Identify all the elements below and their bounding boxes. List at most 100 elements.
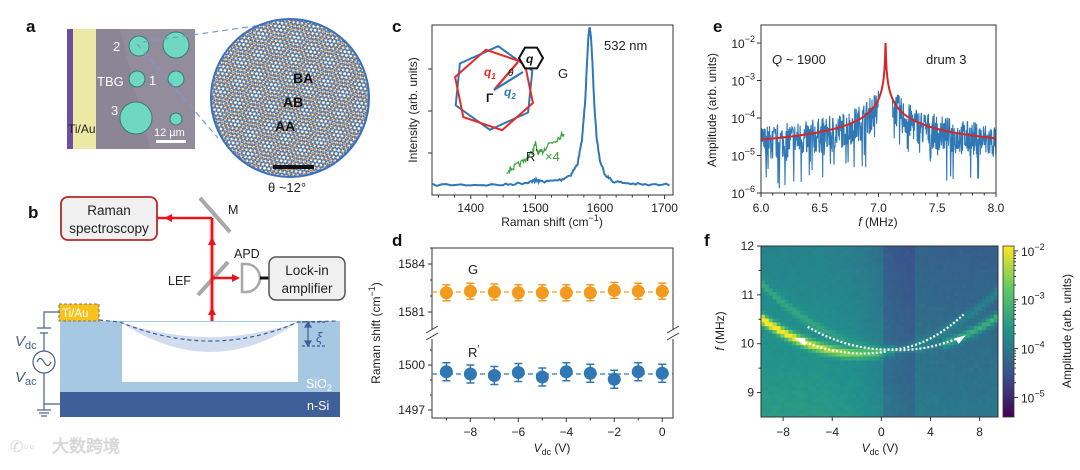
- atom: [241, 107, 244, 111]
- atom: [321, 115, 324, 118]
- atom: [305, 29, 308, 32]
- atom: [294, 161, 297, 164]
- atom: [223, 60, 226, 63]
- atom: [224, 64, 228, 67]
- atom: [350, 121, 353, 124]
- atom: [255, 92, 258, 95]
- atom: [241, 119, 244, 122]
- atom: [238, 142, 241, 145]
- atom: [252, 44, 255, 47]
- atom: [304, 102, 307, 105]
- atom: [252, 84, 256, 87]
- atom: [259, 146, 262, 149]
- atom: [269, 65, 272, 68]
- atom: [288, 77, 291, 80]
- atom: [261, 35, 264, 38]
- atom: [251, 40, 254, 43]
- atom: [240, 53, 243, 56]
- atom: [282, 34, 285, 38]
- atom: [325, 96, 328, 99]
- atom: [235, 87, 238, 91]
- atom: [276, 45, 279, 49]
- atom: [255, 101, 258, 104]
- atom: [273, 26, 276, 29]
- atom: [259, 106, 262, 109]
- atom: [240, 64, 243, 67]
- atom: [223, 131, 226, 134]
- atom: [323, 125, 326, 128]
- atom: [306, 104, 309, 107]
- atom: [237, 95, 240, 99]
- atom: [295, 88, 298, 91]
- atom: [253, 141, 256, 144]
- atom: [297, 45, 300, 48]
- atom: [245, 91, 248, 94]
- atom: [317, 65, 320, 68]
- atom: [261, 136, 264, 140]
- atom: [221, 78, 225, 82]
- atom: [338, 87, 341, 90]
- atom: [244, 93, 247, 96]
- atom: [316, 37, 319, 40]
- atom: [270, 32, 273, 35]
- atom: [246, 106, 249, 109]
- atom: [326, 93, 329, 96]
- atom: [246, 73, 249, 76]
- atom: [309, 52, 312, 56]
- atom: [220, 103, 224, 106]
- atom: [281, 143, 284, 146]
- atom: [256, 67, 259, 70]
- atom: [248, 154, 251, 157]
- atom: [274, 145, 277, 148]
- drum: [162, 31, 190, 59]
- atom: [338, 76, 341, 79]
- drum-3: [119, 101, 153, 135]
- atom: [324, 100, 327, 103]
- atom: [313, 124, 316, 127]
- atom: [324, 80, 327, 84]
- atom: [347, 126, 350, 129]
- atom: [257, 144, 260, 147]
- atom: [262, 41, 265, 44]
- atom: [322, 110, 325, 113]
- atom: [324, 69, 327, 72]
- atom: [260, 68, 263, 71]
- atom: [250, 107, 253, 110]
- atom: [285, 51, 288, 54]
- atom: [280, 157, 283, 160]
- atom: [298, 153, 301, 156]
- atom: [327, 75, 330, 78]
- atom: [305, 111, 308, 114]
- atom: [310, 127, 313, 130]
- atom: [229, 114, 232, 117]
- atom: [307, 170, 310, 173]
- atom: [338, 136, 341, 139]
- atom: [289, 65, 292, 69]
- atom: [225, 93, 228, 96]
- atom: [331, 76, 335, 79]
- atom: [323, 54, 326, 57]
- atom: [290, 138, 294, 141]
- atom: [318, 27, 321, 30]
- atom: [299, 128, 302, 132]
- atom: [316, 147, 319, 150]
- atom: [300, 51, 303, 54]
- atom: [230, 109, 233, 112]
- atom: [278, 135, 281, 138]
- atom: [237, 56, 240, 59]
- atom: [320, 139, 323, 142]
- atom: [322, 132, 325, 135]
- atom: [236, 41, 239, 44]
- atom: [250, 124, 253, 127]
- atom: [348, 141, 351, 144]
- atom: [333, 120, 336, 123]
- atom: [284, 146, 287, 149]
- atom: [265, 36, 268, 39]
- atom: [330, 70, 334, 73]
- atom: [270, 145, 273, 148]
- atom: [232, 93, 235, 96]
- atom: [351, 127, 354, 130]
- atom: [262, 61, 265, 64]
- atom: [276, 96, 279, 99]
- atom: [274, 103, 277, 106]
